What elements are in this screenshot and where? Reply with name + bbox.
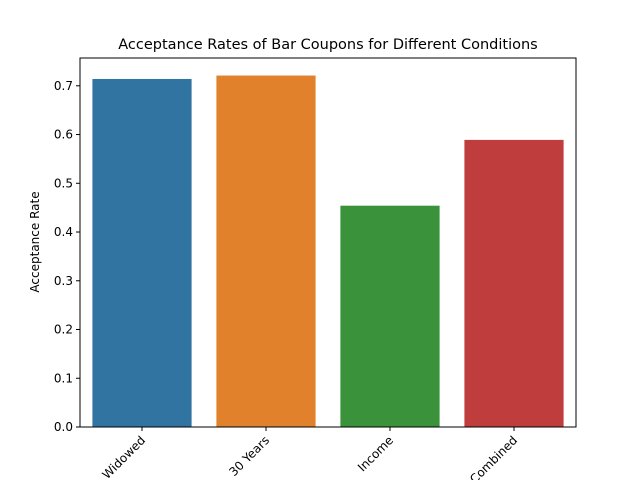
y-tick-label-4: 0.4 bbox=[54, 225, 73, 239]
plot-frame bbox=[79, 57, 577, 428]
x-tick-label-0: Widowed bbox=[100, 433, 149, 480]
bar-2 bbox=[340, 205, 440, 427]
y-axis-label: Acceptance Rate bbox=[28, 191, 42, 292]
y-tick-label-0: 0.0 bbox=[54, 420, 73, 434]
bar-0 bbox=[92, 78, 192, 427]
x-ticks-layer: Widowed 30 Years Income Combined bbox=[100, 427, 520, 485]
y-tick-label-1: 0.1 bbox=[54, 371, 73, 385]
y-tick-label-5: 0.5 bbox=[54, 176, 73, 190]
bar-1 bbox=[216, 75, 316, 427]
bars-layer bbox=[92, 75, 564, 428]
x-tick-label-3: Combined bbox=[467, 433, 520, 480]
x-tick-label-1: 30 Years bbox=[226, 433, 272, 479]
x-tick-label-2: Income bbox=[355, 433, 396, 474]
y-tick-label-7: 0.7 bbox=[54, 79, 73, 93]
bar-3 bbox=[464, 139, 564, 428]
y-tick-label-3: 0.3 bbox=[54, 274, 73, 288]
y-tick-label-2: 0.2 bbox=[54, 323, 73, 337]
chart-title: Acceptance Rates of Bar Coupons for Diff… bbox=[118, 37, 537, 53]
y-tick-label-6: 0.6 bbox=[54, 128, 73, 142]
y-ticks-layer: 0.0 0.1 0.2 0.3 0.4 0.5 0.6 0.7 bbox=[54, 79, 80, 434]
